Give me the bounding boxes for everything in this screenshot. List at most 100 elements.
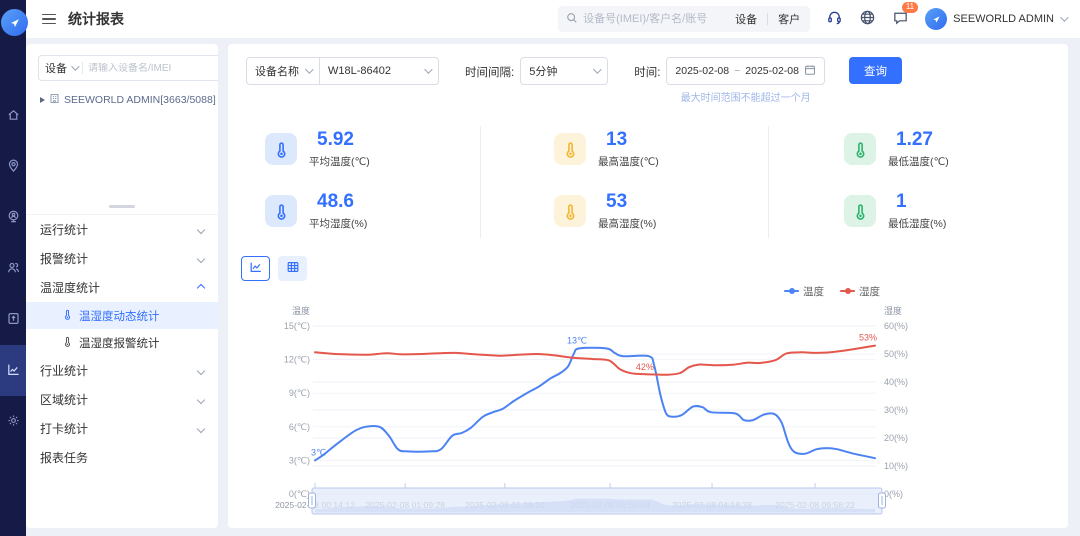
legend-humidity[interactable]: 湿度 [840, 284, 880, 299]
globe-icon [859, 9, 876, 29]
line-chart-icon [249, 260, 263, 277]
panel-resize-handle[interactable] [109, 205, 135, 208]
sidebar-item-industry-stats[interactable]: 行业统计 [26, 356, 218, 385]
page-title: 统计报表 [68, 11, 124, 27]
global-search-input[interactable] [583, 13, 726, 25]
svg-text:60(%): 60(%) [884, 321, 908, 331]
svg-text:53%: 53% [859, 333, 877, 343]
device-type-select[interactable]: 设备名称 [247, 63, 319, 79]
top-header: 统计报表 设备 客户 11 SEEWORLD ADMIN [26, 0, 1080, 38]
app-logo[interactable] [1, 9, 28, 36]
chevron-down-icon [1060, 13, 1069, 22]
nav-rail [0, 0, 26, 536]
stat-max-temp: 13 最高温度(℃) [480, 118, 768, 180]
users-icon [6, 260, 21, 278]
thermometer-icon [554, 195, 586, 227]
svg-text:湿度: 湿度 [884, 305, 902, 316]
time-label: 时间: [634, 67, 661, 79]
main-panel: 设备名称 W18L-86402 时间间隔: 5分钟 时间: 2025-02-08… [228, 44, 1068, 528]
search-tab-device[interactable]: 设备 [735, 14, 758, 26]
svg-text:温度: 温度 [292, 305, 310, 316]
date-start: 2025-02-08 [675, 65, 730, 77]
stat-max-hum: 53 最高湿度(%) [480, 180, 768, 242]
sidebar-item-checkin-stats[interactable]: 打卡统计 [26, 414, 218, 443]
device-search: 设备 [38, 55, 218, 81]
thermometer-icon [265, 133, 297, 165]
sidebar-item-temphum-dynamic[interactable]: 温湿度动态统计 [26, 302, 218, 329]
rail-item-home[interactable] [0, 90, 26, 141]
device-select-group: 设备名称 W18L-86402 [246, 57, 439, 85]
menu-toggle-icon[interactable] [42, 13, 56, 25]
device-search-input[interactable] [88, 62, 218, 74]
settings-icon [6, 413, 21, 431]
chevron-down-icon [196, 395, 206, 404]
search-type-select[interactable]: 设备 [45, 60, 80, 76]
chevron-up-icon [196, 283, 206, 292]
rail-item-statistics[interactable] [0, 345, 26, 396]
date-range-hint: 最大时间范围不能超过一个月 [680, 93, 811, 104]
rail-item-settings[interactable] [0, 396, 26, 447]
rail-item-location[interactable] [0, 141, 26, 192]
sidebar-menu: 运行统计 报警统计 温湿度统计 温湿度动态统计 温湿度报警统计 行业统计 区域统… [26, 214, 218, 472]
sidebar-item-alarm-stats[interactable]: 报警统计 [26, 244, 218, 273]
thermometer-icon [844, 195, 876, 227]
table-icon [286, 260, 300, 277]
svg-text:13℃: 13℃ [567, 335, 587, 345]
chevron-down-icon [196, 424, 206, 433]
chart-view-button[interactable] [241, 256, 270, 281]
chart-legend: 温度 湿度 [228, 283, 880, 299]
device-name-select[interactable]: W18L-86402 [320, 65, 438, 77]
legend-temperature[interactable]: 温度 [784, 284, 824, 299]
table-view-button[interactable] [278, 256, 307, 281]
stats-summary: 5.92 平均温度(℃) 13 最高温度(℃) 1.27 最低温度(℃) 48.6 平均… [228, 118, 1068, 242]
messages-button[interactable]: 11 [892, 2, 919, 29]
message-badge: 11 [901, 2, 919, 13]
legend-marker [784, 288, 799, 294]
svg-text:50(%): 50(%) [884, 349, 908, 359]
date-end: 2025-02-08 [745, 65, 799, 77]
chevron-down-icon [593, 65, 602, 74]
svg-text:3(℃): 3(℃) [289, 455, 310, 465]
chevron-down-icon [196, 366, 206, 375]
chart-view-toolbar [241, 256, 1068, 281]
home-icon [6, 107, 21, 125]
thermometer-icon [265, 195, 297, 227]
sidebar-item-report-tasks[interactable]: 报表任务 [40, 451, 89, 465]
tree-expand-icon[interactable] [40, 97, 45, 103]
support-button[interactable] [826, 9, 843, 29]
date-range-picker[interactable]: 2025-02-08 ~ 2025-02-08 [666, 57, 825, 85]
svg-text:40(%): 40(%) [884, 377, 908, 387]
location-icon [6, 158, 21, 176]
svg-text:30(%): 30(%) [884, 405, 908, 415]
filter-bar: 设备名称 W18L-86402 时间间隔: 5分钟 时间: 2025-02-08… [228, 44, 1068, 104]
svg-text:9(℃): 9(℃) [289, 388, 310, 398]
device-icon [6, 311, 21, 329]
sidebar-item-run-stats[interactable]: 运行统计 [26, 215, 218, 244]
thermometer-icon [554, 133, 586, 165]
search-tab-customer[interactable]: 客户 [778, 14, 801, 26]
chevron-down-icon [71, 62, 80, 71]
thermometer-icon [62, 336, 73, 350]
statistics-icon [6, 362, 21, 380]
svg-text:3℃: 3℃ [311, 447, 326, 457]
rail-item-users[interactable] [0, 243, 26, 294]
rail-item-device[interactable] [0, 294, 26, 345]
svg-text:0(℃): 0(℃) [289, 489, 310, 499]
rail-item-monitor[interactable] [0, 192, 26, 243]
device-tree: SEEWORLD ADMIN[3663/5088] [26, 81, 218, 197]
sidebar-item-temphum-alarm[interactable]: 温湿度报警统计 [26, 329, 218, 356]
sidebar-item-temphum-stats[interactable]: 温湿度统计 [26, 273, 218, 302]
user-menu[interactable]: SEEWORLD ADMIN [925, 8, 1069, 30]
tree-node-root[interactable]: SEEWORLD ADMIN[3663/5088] [40, 93, 216, 107]
query-button[interactable]: 查询 [848, 57, 902, 84]
sidebar-item-region-stats[interactable]: 区域统计 [26, 385, 218, 414]
line-chart-canvas[interactable]: 0(℃) 3(℃) 6(℃) 9(℃) 12(℃) 15(℃) 0(%) 10(%) 20(%)… [240, 299, 1060, 528]
thermometer-icon [62, 309, 73, 323]
global-search: 设备 客户 [558, 6, 811, 32]
calendar-icon [804, 64, 816, 79]
tab-divider [767, 13, 769, 25]
interval-select[interactable]: 5分钟 [520, 57, 609, 85]
stat-min-hum: 1 最低湿度(%) [768, 180, 1068, 242]
legend-marker [840, 288, 855, 294]
language-button[interactable] [859, 9, 876, 29]
